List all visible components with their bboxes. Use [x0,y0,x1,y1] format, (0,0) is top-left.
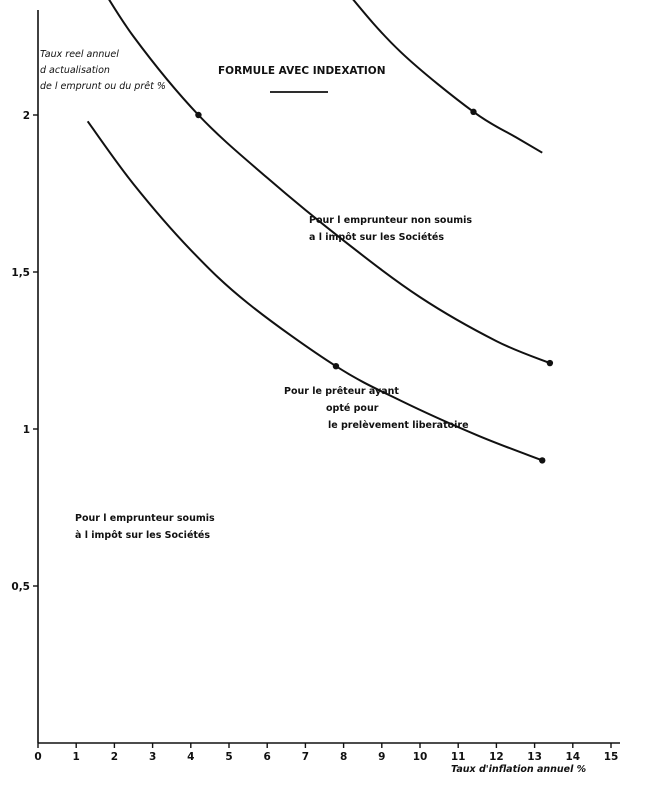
series-3-line [86,120,543,462]
series-2-line [108,0,551,364]
x-tick-label: 9 [378,751,385,763]
markers [195,108,554,464]
series-3-label-line-2: à l impôt sur les Sociétés [75,530,211,541]
x-tick-label: 0 [34,751,41,763]
x-tick-label: 8 [340,751,347,763]
chart-title: FORMULE AVEC INDEXATION [218,65,386,77]
curves [86,0,551,462]
x-tick-label: 12 [489,751,504,763]
series-1-label: Pour l emprunteur non soumis a l impôt s… [309,212,472,246]
x-tick-label: 4 [187,751,194,763]
x-tick-label: 2 [111,751,118,763]
series-1-label-line-1: Pour l emprunteur non soumis [309,215,473,226]
y-tick-label: 1,5 [11,267,30,279]
series-1-label-line-2: a l impôt sur les Sociétés [309,232,445,243]
x-tick-label: 6 [264,751,271,763]
x-tick-label: 3 [149,751,156,763]
x-tick-label: 15 [604,751,619,763]
y-axis-label-line-1: Taux reel annuel [40,49,119,60]
x-tick-label: 14 [565,751,580,763]
axes [37,10,620,744]
series-2-label: Pour le prêteur ayant opté pour le prelè… [284,383,474,434]
x-axis-label: Taux d'inflation annuel % [451,764,587,775]
x-tick-label: 10 [413,751,428,763]
series-1-point [470,108,477,116]
y-tick-label: 0,5 [11,581,30,593]
series-2-label-line-2: opté pour [326,403,379,414]
x-tick-label: 1 [73,751,80,763]
series-3-label: Pour l emprunteur soumis à l impôt sur l… [75,510,215,544]
series-3-point [332,363,340,370]
series-2-label-line-3: le prelèvement liberatoire [328,420,469,431]
series-1-line [352,0,543,154]
y-axis-label-line-3: de l emprunt ou du prêt % [40,81,166,92]
x-tick-label: 13 [527,751,542,763]
series-2-point [546,359,554,367]
series-2-label-line-1: Pour le prêteur ayant [284,386,399,397]
series-3-label-line-1: Pour l emprunteur soumis [75,513,215,524]
y-axis-label-line-2: d actualisation [40,65,110,76]
x-tick-label: 7 [302,751,309,763]
series-3-point [539,457,546,464]
x-tick-label: 11 [451,751,466,763]
x-tick-label: 5 [225,751,232,763]
y-tick-label: 2 [23,110,30,122]
y-tick-label: 1 [23,424,30,436]
y-axis-label: Taux reel annuel d actualisation de l em… [40,47,166,95]
series-2-point [195,111,202,119]
